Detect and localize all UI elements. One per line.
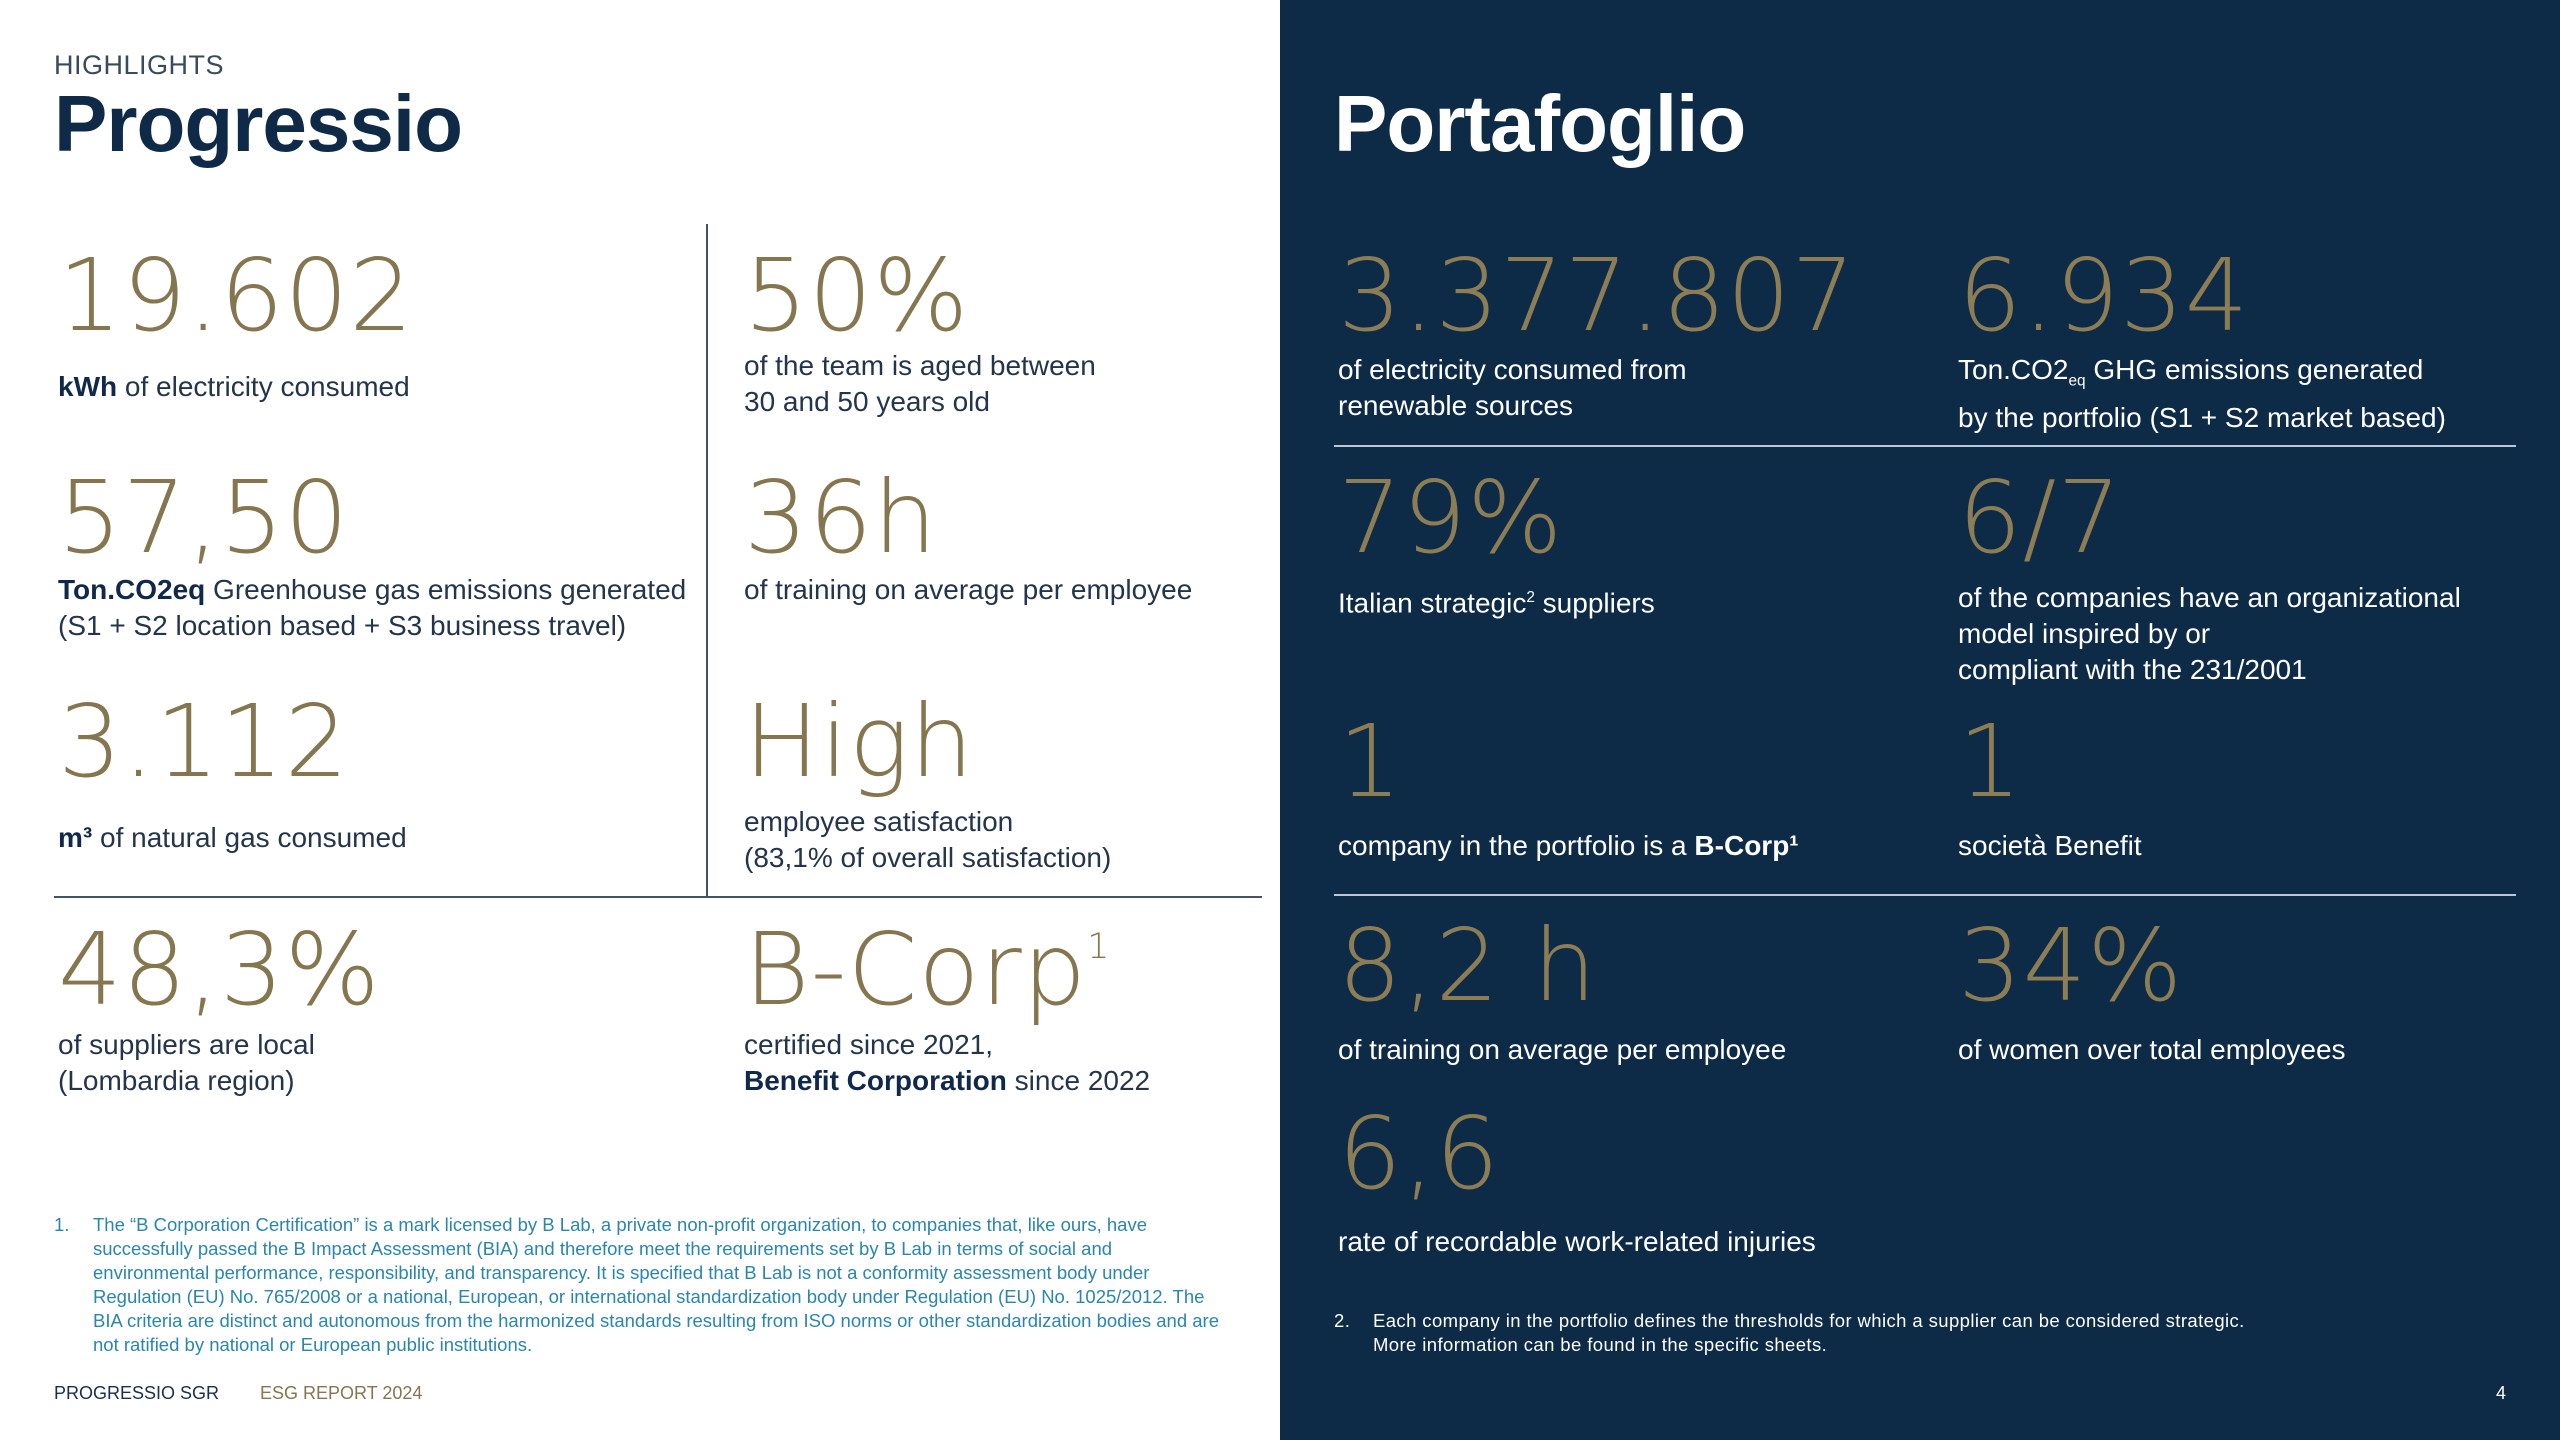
stat-description: of suppliers are local (Lombardia region) [58, 1029, 315, 1096]
stat-description: kWh of electricity consumed [58, 371, 410, 402]
stat-description: of the team is aged between 30 and 50 yea… [744, 350, 1096, 417]
stat-description: company in the portfolio is a B-Corp¹ [1338, 830, 1799, 861]
stat-value: 3.112 [58, 683, 350, 800]
column-divider [706, 224, 708, 897]
stat-value: 48,3% [58, 911, 381, 1028]
stat-description: of the companies have an organizational m… [1958, 582, 2461, 685]
stat-value: 57,50 [58, 459, 350, 576]
stat-value: 3.377.807 [1338, 237, 1856, 354]
stat-description: of training on average per employee [1338, 1034, 1787, 1065]
page-title-portafoglio: Portafoglio [1334, 79, 1746, 168]
stat-description: employee satisfaction (83,1% of overall s… [744, 806, 1112, 873]
stat-value: 1 [1338, 703, 1403, 820]
footer-report: ESG REPORT 2024 [260, 1383, 423, 1403]
stat-value: 1 [1958, 703, 2023, 820]
row-divider [54, 896, 1262, 898]
stat-description: m³ of natural gas consumed [58, 822, 407, 853]
footer-company: PROGRESSIO SGR [54, 1383, 220, 1403]
stat-value: 19.602 [58, 237, 414, 354]
stat-description: Italian strategic2 suppliers [1338, 587, 1655, 619]
stat-value: 6.934 [1958, 237, 2250, 354]
stat-value: High [744, 683, 975, 800]
stat-description: società Benefit [1958, 830, 2142, 861]
stat-value: 36h [744, 459, 938, 576]
page-number: 4 [2496, 1383, 2507, 1403]
stat-value: 8,2 h [1338, 907, 1598, 1024]
stat-description: certified since 2021, Benefit Corporation… [744, 1029, 1151, 1096]
footnote-1: 1. The “B Corporation Certification” is a… [54, 1214, 1219, 1355]
stat-value: 6,6 [1338, 1095, 1501, 1212]
stat-value: 34% [1958, 907, 2184, 1024]
stat-value: 6/7 [1958, 459, 2122, 576]
stat-description: of electricity consumed from renewable so… [1338, 354, 1687, 421]
row-divider [1334, 445, 2516, 447]
portfolio-panel [1280, 0, 2560, 1440]
row-divider [1334, 894, 2516, 896]
stat-description: Ton.CO2eq Greenhouse gas emissions gener… [58, 574, 687, 641]
stat-description: of training on average per employee [744, 574, 1193, 605]
stat-description: rate of recordable work-related injuries [1338, 1226, 1816, 1257]
section-kicker: HIGHLIGHTS [54, 50, 225, 80]
stat-value: 50% [744, 237, 970, 354]
stat-value: B-Corp1 [744, 911, 1111, 1028]
page-title-progressio: Progressio [54, 79, 463, 168]
footnote-2: 2. Each company in the portfolio defines … [1334, 1310, 2245, 1355]
stat-value: 79% [1338, 459, 1564, 576]
stat-description: Ton.CO2eq GHG emissions generated by the … [1958, 354, 2446, 433]
stat-description: of women over total employees [1958, 1034, 2346, 1065]
